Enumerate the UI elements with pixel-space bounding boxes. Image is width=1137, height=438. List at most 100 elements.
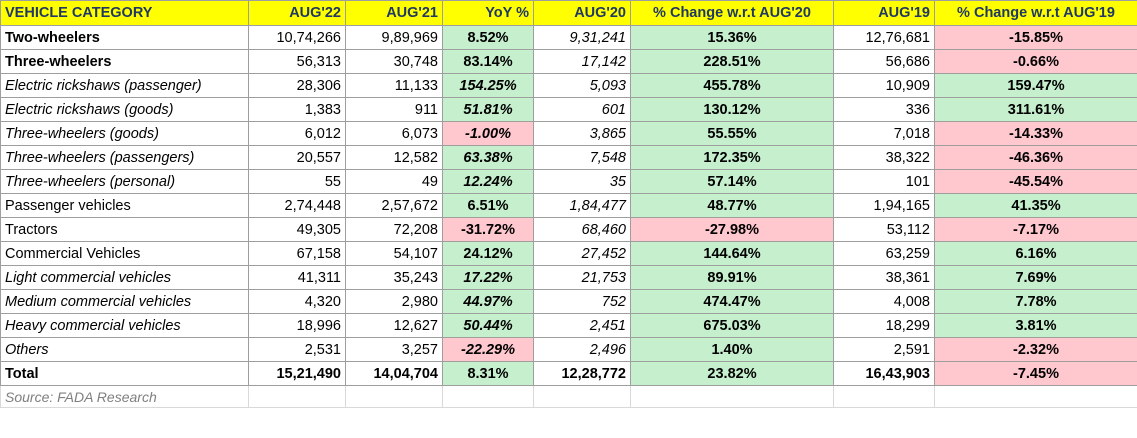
cell-change-aug19[interactable]: 7.69%: [934, 265, 1137, 290]
cell-change-aug19[interactable]: 3.81%: [934, 313, 1137, 338]
column-header-category[interactable]: VEHICLE CATEGORY: [0, 0, 249, 26]
cell-change-aug20[interactable]: 48.77%: [630, 193, 834, 218]
cell-aug21[interactable]: 6,073: [345, 121, 443, 146]
cell-aug21[interactable]: 14,04,704: [345, 361, 443, 386]
cell-aug19[interactable]: 101: [833, 169, 935, 194]
cell-category[interactable]: Medium commercial vehicles: [0, 289, 249, 314]
cell-change-aug20[interactable]: 57.14%: [630, 169, 834, 194]
cell-change-aug19[interactable]: -7.17%: [934, 217, 1137, 242]
cell-aug22[interactable]: 55: [248, 169, 346, 194]
cell-aug19[interactable]: 16,43,903: [833, 361, 935, 386]
cell-yoy[interactable]: 50.44%: [442, 313, 534, 338]
source-note[interactable]: Source: FADA Research: [0, 385, 249, 408]
cell-aug20[interactable]: 5,093: [533, 73, 631, 98]
empty-cell[interactable]: [934, 385, 1137, 408]
cell-change-aug20[interactable]: 172.35%: [630, 145, 834, 170]
cell-aug21[interactable]: 72,208: [345, 217, 443, 242]
column-header-change-aug19[interactable]: % Change w.r.t AUG'19: [934, 0, 1137, 26]
cell-category[interactable]: Total: [0, 361, 249, 386]
cell-change-aug19[interactable]: -46.36%: [934, 145, 1137, 170]
cell-aug21[interactable]: 30,748: [345, 49, 443, 74]
column-header-aug21[interactable]: AUG'21: [345, 0, 443, 26]
cell-aug22[interactable]: 2,531: [248, 337, 346, 362]
cell-change-aug19[interactable]: 159.47%: [934, 73, 1137, 98]
cell-aug22[interactable]: 2,74,448: [248, 193, 346, 218]
cell-aug19[interactable]: 10,909: [833, 73, 935, 98]
cell-aug21[interactable]: 12,627: [345, 313, 443, 338]
cell-aug20[interactable]: 21,753: [533, 265, 631, 290]
cell-aug19[interactable]: 12,76,681: [833, 25, 935, 50]
cell-aug19[interactable]: 7,018: [833, 121, 935, 146]
cell-aug21[interactable]: 911: [345, 97, 443, 122]
cell-change-aug20[interactable]: 474.47%: [630, 289, 834, 314]
cell-change-aug20[interactable]: 23.82%: [630, 361, 834, 386]
cell-aug20[interactable]: 2,451: [533, 313, 631, 338]
cell-yoy[interactable]: 154.25%: [442, 73, 534, 98]
cell-yoy[interactable]: 83.14%: [442, 49, 534, 74]
cell-yoy[interactable]: 17.22%: [442, 265, 534, 290]
cell-aug19[interactable]: 38,322: [833, 145, 935, 170]
cell-aug19[interactable]: 1,94,165: [833, 193, 935, 218]
cell-change-aug19[interactable]: 7.78%: [934, 289, 1137, 314]
cell-aug20[interactable]: 27,452: [533, 241, 631, 266]
cell-aug21[interactable]: 54,107: [345, 241, 443, 266]
cell-change-aug19[interactable]: -0.66%: [934, 49, 1137, 74]
cell-category[interactable]: Tractors: [0, 217, 249, 242]
cell-yoy[interactable]: 44.97%: [442, 289, 534, 314]
cell-aug22[interactable]: 6,012: [248, 121, 346, 146]
cell-change-aug19[interactable]: -14.33%: [934, 121, 1137, 146]
column-header-aug22[interactable]: AUG'22: [248, 0, 346, 26]
cell-change-aug20[interactable]: 228.51%: [630, 49, 834, 74]
cell-aug22[interactable]: 49,305: [248, 217, 346, 242]
cell-change-aug19[interactable]: -15.85%: [934, 25, 1137, 50]
cell-aug22[interactable]: 10,74,266: [248, 25, 346, 50]
cell-aug20[interactable]: 17,142: [533, 49, 631, 74]
cell-category[interactable]: Three-wheelers (goods): [0, 121, 249, 146]
cell-change-aug20[interactable]: 55.55%: [630, 121, 834, 146]
cell-aug22[interactable]: 56,313: [248, 49, 346, 74]
cell-yoy[interactable]: -22.29%: [442, 337, 534, 362]
column-header-aug19[interactable]: AUG'19: [833, 0, 935, 26]
column-header-change-aug20[interactable]: % Change w.r.t AUG'20: [630, 0, 834, 26]
cell-aug19[interactable]: 2,591: [833, 337, 935, 362]
cell-aug21[interactable]: 49: [345, 169, 443, 194]
cell-aug22[interactable]: 20,557: [248, 145, 346, 170]
cell-category[interactable]: Light commercial vehicles: [0, 265, 249, 290]
cell-category[interactable]: Electric rickshaws (passenger): [0, 73, 249, 98]
cell-aug22[interactable]: 1,383: [248, 97, 346, 122]
empty-cell[interactable]: [533, 385, 631, 408]
cell-change-aug20[interactable]: 675.03%: [630, 313, 834, 338]
cell-yoy[interactable]: 63.38%: [442, 145, 534, 170]
cell-aug19[interactable]: 53,112: [833, 217, 935, 242]
cell-aug20[interactable]: 35: [533, 169, 631, 194]
cell-aug21[interactable]: 35,243: [345, 265, 443, 290]
cell-aug19[interactable]: 336: [833, 97, 935, 122]
cell-aug21[interactable]: 2,57,672: [345, 193, 443, 218]
cell-aug20[interactable]: 601: [533, 97, 631, 122]
cell-change-aug19[interactable]: 6.16%: [934, 241, 1137, 266]
cell-aug21[interactable]: 11,133: [345, 73, 443, 98]
cell-yoy[interactable]: -31.72%: [442, 217, 534, 242]
empty-cell[interactable]: [442, 385, 534, 408]
cell-aug19[interactable]: 38,361: [833, 265, 935, 290]
empty-cell[interactable]: [630, 385, 834, 408]
empty-cell[interactable]: [248, 385, 346, 408]
cell-aug22[interactable]: 4,320: [248, 289, 346, 314]
cell-aug21[interactable]: 2,980: [345, 289, 443, 314]
cell-aug20[interactable]: 68,460: [533, 217, 631, 242]
cell-category[interactable]: Three-wheelers (passengers): [0, 145, 249, 170]
cell-aug20[interactable]: 752: [533, 289, 631, 314]
cell-yoy[interactable]: 6.51%: [442, 193, 534, 218]
cell-yoy[interactable]: 12.24%: [442, 169, 534, 194]
cell-aug21[interactable]: 3,257: [345, 337, 443, 362]
cell-aug20[interactable]: 12,28,772: [533, 361, 631, 386]
cell-category[interactable]: Others: [0, 337, 249, 362]
cell-yoy[interactable]: 24.12%: [442, 241, 534, 266]
cell-aug21[interactable]: 12,582: [345, 145, 443, 170]
cell-aug20[interactable]: 7,548: [533, 145, 631, 170]
cell-category[interactable]: Commercial Vehicles: [0, 241, 249, 266]
cell-change-aug19[interactable]: -45.54%: [934, 169, 1137, 194]
cell-category[interactable]: Two-wheelers: [0, 25, 249, 50]
column-header-yoy[interactable]: YoY %: [442, 0, 534, 26]
cell-aug22[interactable]: 18,996: [248, 313, 346, 338]
